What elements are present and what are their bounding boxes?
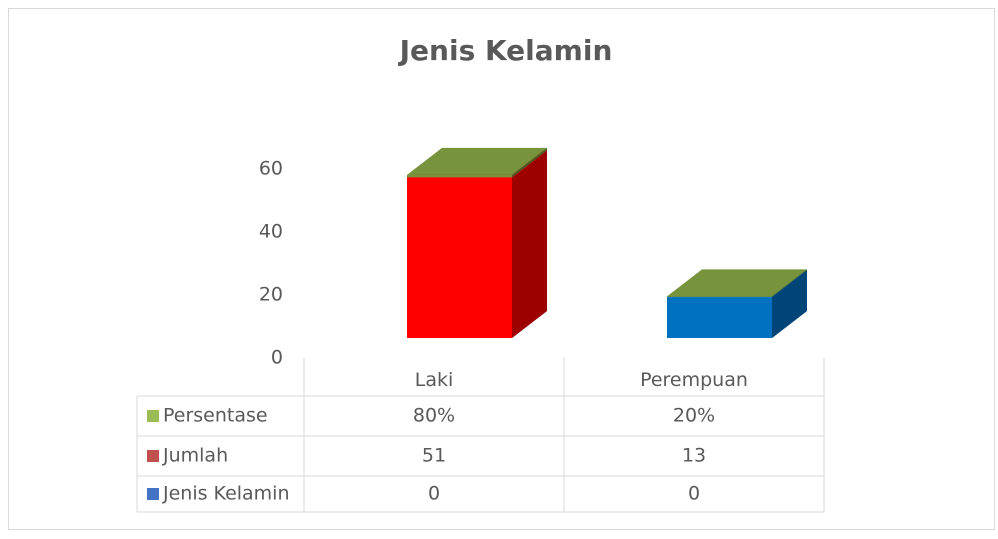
bar-top bbox=[667, 269, 807, 297]
bar-front bbox=[667, 297, 772, 338]
table-value: 80% bbox=[413, 405, 455, 427]
bar-front bbox=[407, 174, 512, 178]
chart-title: Jenis Kelamin bbox=[398, 34, 613, 67]
y-tick-label: 0 bbox=[271, 347, 283, 369]
bar-side bbox=[772, 269, 807, 298]
table-value: 13 bbox=[682, 445, 706, 467]
y-tick-label: 40 bbox=[259, 221, 283, 243]
x-tick-label: Perempuan bbox=[640, 369, 748, 391]
x-tick-label: Laki bbox=[415, 369, 454, 391]
legend-label: Jenis Kelamin bbox=[162, 483, 290, 505]
bar-front bbox=[667, 296, 772, 298]
table-value: 0 bbox=[688, 483, 700, 505]
legend-label: Persentase bbox=[163, 405, 268, 427]
table-value: 20% bbox=[673, 405, 715, 427]
bar-front bbox=[407, 177, 512, 338]
table-value: 0 bbox=[428, 483, 440, 505]
legend-label: Jumlah bbox=[162, 445, 228, 467]
y-tick-label: 60 bbox=[259, 158, 283, 180]
bar-top bbox=[407, 147, 547, 175]
legend-key bbox=[147, 450, 159, 462]
bar-side bbox=[512, 150, 547, 338]
table-value: 51 bbox=[422, 445, 446, 467]
legend-key bbox=[147, 410, 159, 422]
y-tick-label: 20 bbox=[259, 284, 283, 306]
bar-side bbox=[772, 270, 807, 338]
bar-side bbox=[512, 147, 547, 178]
legend-key bbox=[147, 488, 159, 500]
